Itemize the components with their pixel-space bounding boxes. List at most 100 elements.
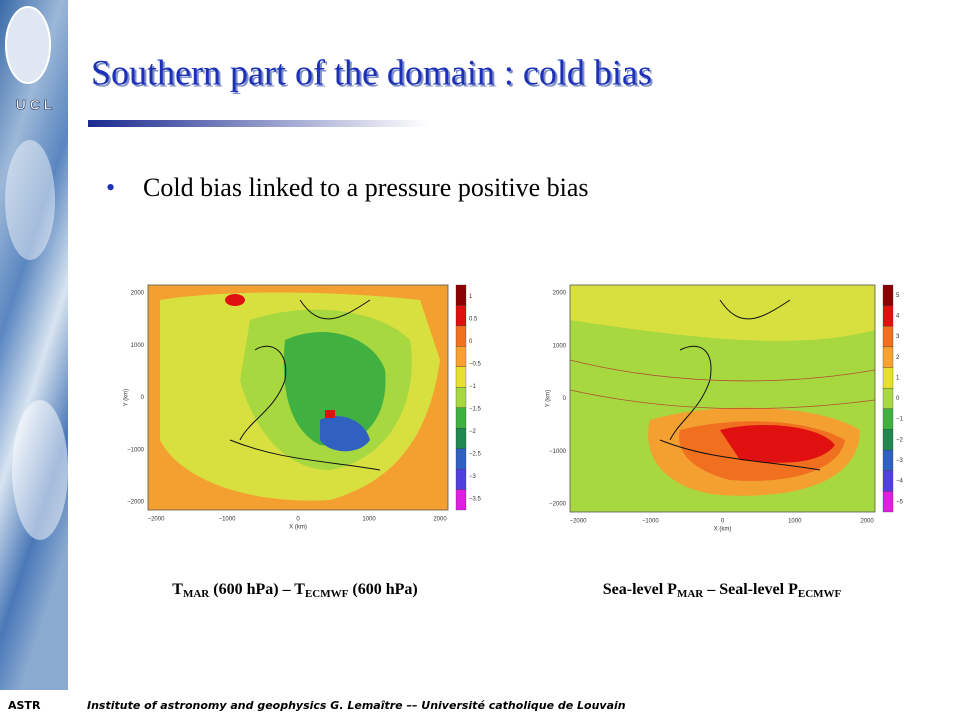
y-tick-label: 2000 <box>131 291 145 297</box>
colorbar-cell <box>455 387 467 408</box>
y-tick-label: −1000 <box>549 449 567 455</box>
y-axis-label: Y (km) <box>546 390 552 408</box>
coastline <box>229 299 381 471</box>
caption-subscript: ECMWF <box>305 588 349 600</box>
x-tick-label: 1000 <box>362 517 376 523</box>
y-tick-label: −2000 <box>549 502 567 508</box>
y-tick-label: 2000 <box>553 291 567 297</box>
colorbar-label: −4 <box>896 479 904 485</box>
map-frame <box>147 284 449 511</box>
title: Southern part of the domain : cold bias <box>91 52 652 92</box>
colorbar-label: −2 <box>469 429 477 435</box>
x-axis-label: X (km) <box>714 527 732 533</box>
x-tick-label: −1000 <box>219 517 237 523</box>
colorbar-cell <box>882 429 894 451</box>
map-left <box>147 284 449 511</box>
x-tick-label: −1000 <box>642 519 660 525</box>
footer-left: ASTR <box>8 699 41 712</box>
colorbar-cell <box>882 305 894 327</box>
sky-strip <box>0 0 68 690</box>
map-field <box>325 410 335 418</box>
caption-part: (600 hPa) – T <box>209 581 305 598</box>
colorbar-cell <box>882 326 894 348</box>
map-field <box>320 416 370 452</box>
colorbar-cell <box>455 366 467 388</box>
colorbar-cell <box>882 470 894 492</box>
colorbar-cell <box>455 284 467 306</box>
colorbar-label: −3 <box>896 458 904 464</box>
map-right <box>569 284 876 513</box>
colorbar-label: 5 <box>896 293 900 299</box>
colorbar-cell <box>455 346 467 367</box>
x-tick-label: 2000 <box>433 517 447 523</box>
colorbar-cell <box>882 491 894 513</box>
colorbar-cell <box>882 449 894 471</box>
title-shadow: Southern part of the domain : cold bias <box>93 54 654 94</box>
colorbar-label: −1.5 <box>469 406 482 412</box>
colorbar-label: 0.5 <box>469 316 478 322</box>
footer-text: Institute of astronomy and geophysics G.… <box>87 699 626 712</box>
x-tick-label: 0 <box>296 517 300 523</box>
y-tick-label: 0 <box>141 395 145 401</box>
bullet-dot: • <box>106 173 115 202</box>
x-axis-label: X (km) <box>289 525 307 531</box>
x-tick-label: 2000 <box>860 519 874 525</box>
y-tick-label: 1000 <box>553 343 567 349</box>
x-tick-label: 0 <box>721 519 725 525</box>
isobar <box>569 359 876 410</box>
caption: TMAR (600 hPa) – TECMWF (600 hPa) <box>172 581 417 600</box>
colorbar-cell <box>455 325 467 347</box>
colorbar-label: 0 <box>896 396 900 402</box>
colorbar-cell <box>455 448 467 470</box>
colorbar-label: −0.5 <box>469 361 482 367</box>
bullet-text: Cold bias linked to a pressure positive … <box>143 173 589 202</box>
caption-part: Sea-level P <box>603 581 677 598</box>
caption-subscript: ECMWF <box>798 588 842 600</box>
colorbar-cell <box>882 367 894 389</box>
cloud <box>12 400 68 540</box>
map-field <box>283 331 386 446</box>
colorbar-label: −3.5 <box>469 496 482 502</box>
colorbar-cell <box>882 284 894 306</box>
map-field <box>720 425 835 463</box>
colorbar-cell <box>882 388 894 409</box>
caption-subscript: MAR <box>677 588 704 600</box>
colorbar-label: 3 <box>896 334 900 340</box>
colorbar-cell <box>455 468 467 490</box>
logo-text: U C L <box>16 97 53 113</box>
caption-part: T <box>172 581 183 598</box>
title-rule <box>88 120 428 127</box>
y-tick-label: 0 <box>563 396 567 402</box>
colorbar-label: 2 <box>896 355 900 361</box>
cloud <box>5 140 55 260</box>
colorbar-label: −2.5 <box>469 451 482 457</box>
caption-part: – Seal-level P <box>703 581 798 598</box>
colorbar-cell <box>882 408 894 430</box>
y-tick-label: −2000 <box>127 500 145 506</box>
colorbar-cell <box>455 407 467 429</box>
y-tick-label: −1000 <box>127 447 145 453</box>
map-frame <box>569 284 876 513</box>
colorbar-label: 1 <box>896 375 900 381</box>
colorbar-label: −3 <box>469 474 477 480</box>
colorbar-label: −1 <box>896 417 904 423</box>
y-axis-label: Y (km) <box>124 389 130 407</box>
map-field <box>225 294 245 306</box>
colorbar-label: 1 <box>469 294 473 300</box>
colorbar-label: −2 <box>896 437 904 443</box>
x-tick-label: 1000 <box>788 519 802 525</box>
colorbar-label: 4 <box>896 314 900 320</box>
colorbar-cell <box>455 428 467 449</box>
y-tick-label: 1000 <box>131 343 145 349</box>
colorbar-cell <box>455 305 467 327</box>
colorbar-label: 0 <box>469 339 473 345</box>
colorbar-label: −5 <box>896 499 904 505</box>
caption: Sea-level PMAR – Seal-level PECMWF <box>603 581 842 600</box>
x-tick-label: −2000 <box>570 519 588 525</box>
x-tick-label: −2000 <box>148 517 166 523</box>
map-field <box>570 285 875 341</box>
caption-subscript: MAR <box>183 588 210 600</box>
logo-seal <box>5 6 51 84</box>
